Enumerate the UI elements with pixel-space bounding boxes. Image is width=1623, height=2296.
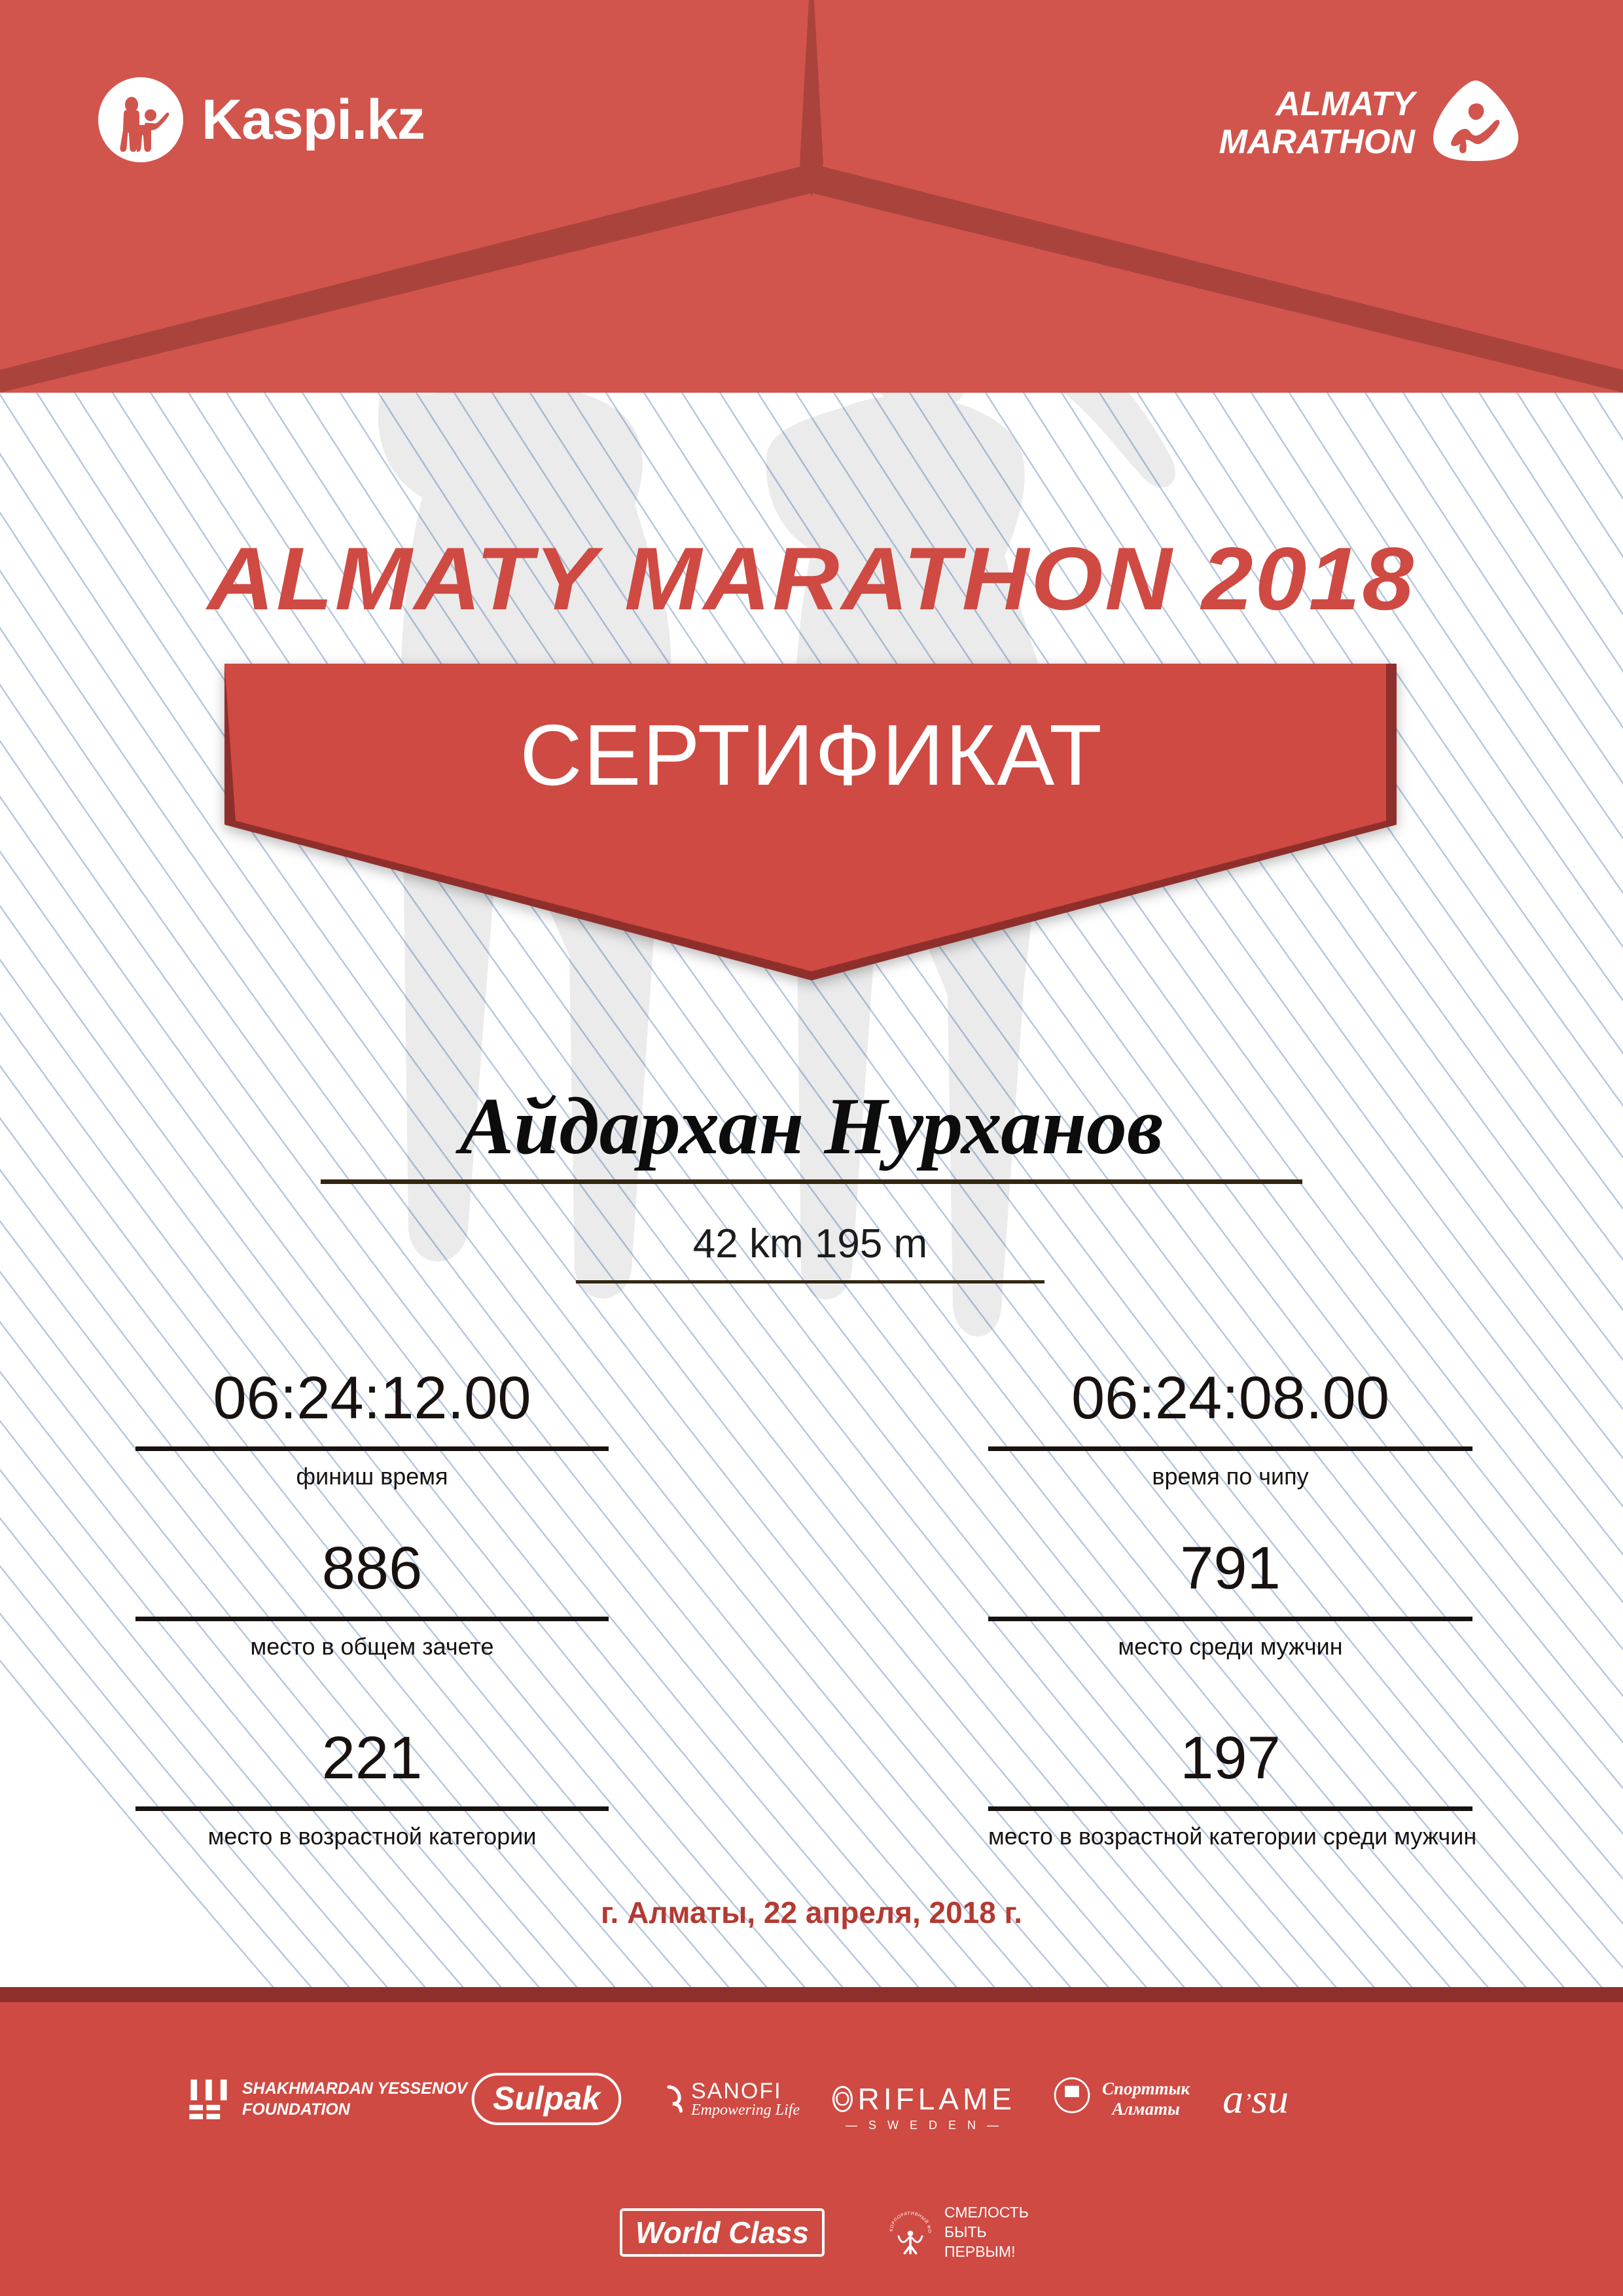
svg-text:СЕРТИФИКАТ: СЕРТИФИКАТ — [520, 707, 1103, 803]
svg-text:Sulpak: Sulpak — [493, 2080, 601, 2117]
svg-text:КОРПОРАТИВНЫЙ ФОНД: КОРПОРАТИВНЫЙ ФОНД — [887, 2209, 931, 2233]
